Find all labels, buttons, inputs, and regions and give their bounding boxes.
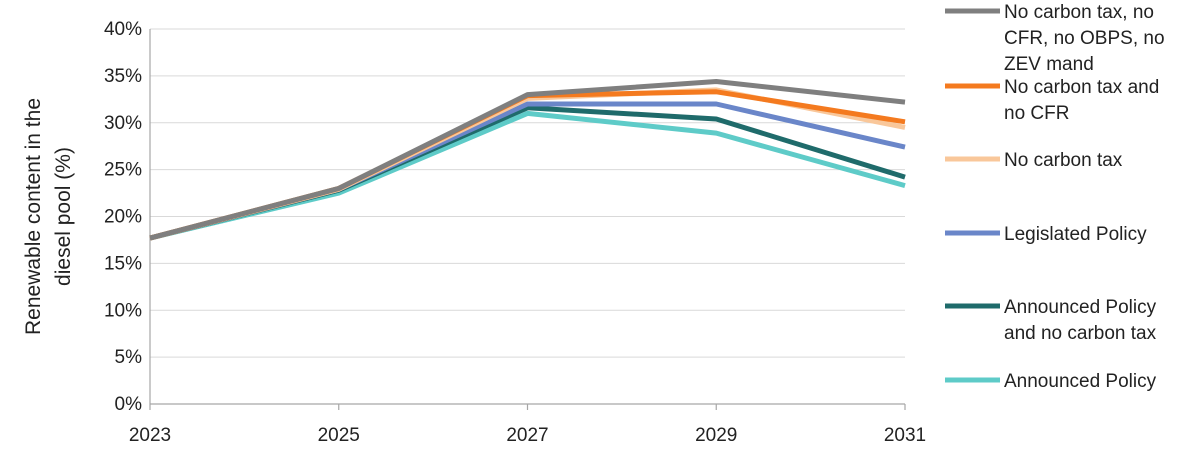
legend-label-0: No carbon tax, no CFR, no OBPS, no ZEV man… bbox=[1004, 2, 1165, 75]
y-tick-label: 35% bbox=[104, 66, 142, 87]
legend-label-5: Announced Policy bbox=[1004, 371, 1157, 392]
y-axis-title: Renewable content in the diesel pool (%) bbox=[22, 98, 75, 335]
series-line-0 bbox=[149, 79, 906, 241]
x-tick-label: 2031 bbox=[884, 425, 926, 446]
legend: No carbon tax, no CFR, no OBPS, no ZEV man… bbox=[945, 2, 1165, 392]
legend-label-1: No carbon tax and no CFR bbox=[1004, 77, 1159, 124]
x-tick-label: 2027 bbox=[506, 425, 548, 446]
legend-label-line: No carbon tax and bbox=[1004, 77, 1159, 98]
legend-label-line: No carbon tax bbox=[1004, 150, 1123, 171]
axes bbox=[149, 29, 906, 410]
legend-label-line: ZEV mand bbox=[1004, 54, 1094, 75]
series-lines bbox=[149, 79, 906, 241]
series-line-3 bbox=[149, 101, 906, 241]
y-tick-label: 10% bbox=[104, 300, 142, 321]
gridlines bbox=[150, 28, 905, 358]
y-tick-label: 0% bbox=[115, 394, 143, 415]
legend-label-line: and no carbon tax bbox=[1004, 323, 1157, 344]
legend-label-line: CFR, no OBPS, no bbox=[1004, 28, 1165, 49]
y-tick-label: 15% bbox=[104, 253, 142, 274]
legend-label-line: no CFR bbox=[1004, 103, 1069, 124]
tick-labels: 0% 5% 10% 15% 20% 25% 30% 35% 40% 2023 2025 2027 202… bbox=[104, 19, 926, 446]
series-line-5 bbox=[149, 110, 906, 241]
y-axis-label: Renewable content in the diesel pool (%) bbox=[22, 98, 75, 335]
y-tick-label: 5% bbox=[115, 347, 143, 368]
legend-label-3: Legislated Policy bbox=[1004, 224, 1147, 245]
legend-label-line: No carbon tax, no bbox=[1004, 2, 1154, 23]
y-tick-label: 20% bbox=[104, 207, 142, 228]
series-line-4 bbox=[149, 105, 906, 241]
legend-label-4: Announced Policy and no carbon tax bbox=[1004, 297, 1157, 344]
x-tick-label: 2029 bbox=[695, 425, 737, 446]
legend-label-line: Announced Policy bbox=[1004, 297, 1157, 318]
legend-label-2: No carbon tax bbox=[1004, 150, 1123, 171]
y-axis-title-line: Renewable content in the bbox=[22, 98, 45, 335]
y-axis-title-line: diesel pool (%) bbox=[52, 147, 75, 286]
legend-label-line: Announced Policy bbox=[1004, 371, 1157, 392]
legend-label-line: Legislated Policy bbox=[1004, 224, 1147, 245]
x-tick-label: 2025 bbox=[318, 425, 360, 446]
y-tick-label: 25% bbox=[104, 160, 142, 181]
y-tick-label: 30% bbox=[104, 113, 142, 134]
x-tick-label: 2023 bbox=[129, 425, 171, 446]
y-tick-label: 40% bbox=[104, 19, 142, 40]
